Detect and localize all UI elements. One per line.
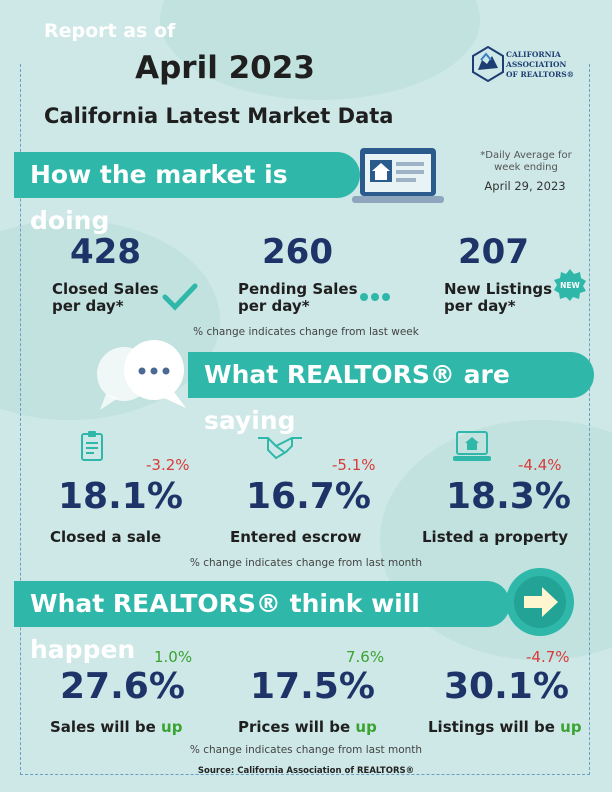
weekly-change-note: % change indicates change from last week	[193, 326, 419, 338]
monthly-change-note-1: % change indicates change from last mont…	[189, 557, 423, 569]
new-badge-icon: NEW	[554, 269, 586, 301]
handshake-icon	[258, 437, 302, 460]
prices-change: 7.6%	[346, 648, 385, 666]
daily-average-note: *Daily Average for week ending	[480, 150, 572, 173]
monthly-change-note-2: % change indicates change from last mont…	[189, 744, 423, 756]
sales-pct: 27.6%	[60, 666, 185, 707]
saying-banner: What REALTORS® are saying	[188, 352, 594, 435]
listings-pct: 30.1%	[444, 666, 569, 707]
checkmark-icon	[162, 283, 198, 311]
page-title: April 2023	[135, 50, 315, 86]
logo-text: CALIFORNIA ASSOCIATION OF REALTORS®	[506, 50, 575, 79]
new-listings-label: New Listings per day*	[444, 280, 553, 315]
laptop-house-icon	[453, 431, 491, 461]
listed-property-label: Listed a property	[422, 528, 568, 546]
pending-sales-value: 260	[262, 232, 333, 272]
svg-text:NEW: NEW	[560, 281, 580, 290]
sales-change: 1.0%	[154, 648, 193, 666]
car-logo: CALIFORNIA ASSOCIATION OF REALTORS®	[472, 45, 592, 86]
prices-label: Prices will be up	[238, 718, 377, 736]
market-banner: How the market is doing	[14, 152, 360, 235]
sales-label: Sales will be up	[50, 718, 183, 736]
listings-change: -4.7%	[526, 648, 570, 666]
closed-sales-label: Closed Sales per day*	[52, 280, 159, 315]
entered-escrow-label: Entered escrow	[230, 528, 362, 546]
source-credit: Source: California Association of REALTO…	[197, 766, 415, 776]
closed-sale-pct: 18.1%	[58, 476, 183, 517]
think-banner: What REALTORS® think will happen	[14, 581, 510, 664]
prices-pct: 17.5%	[250, 666, 375, 707]
page-subtitle: California Latest Market Data	[44, 104, 394, 128]
pending-dots-icon	[360, 286, 393, 305]
dashed-frame	[20, 64, 590, 775]
entered-escrow-change: -5.1%	[332, 456, 376, 474]
listings-label: Listings will be up	[428, 718, 582, 736]
arrow-right-icon	[506, 568, 574, 636]
week-ending-date: April 29, 2023	[484, 179, 566, 193]
listed-property-change: -4.4%	[518, 456, 562, 474]
pending-sales-label: Pending Sales per day*	[238, 280, 358, 315]
entered-escrow-pct: 16.7%	[246, 476, 371, 517]
closed-sale-change: -3.2%	[146, 456, 190, 474]
speech-bubbles-icon	[97, 340, 186, 410]
bear-logo-icon	[472, 45, 504, 83]
clipboard-icon	[81, 431, 103, 461]
laptop-listing-icon	[352, 148, 444, 203]
report-as-of-label: Report as of	[44, 20, 176, 42]
closed-sales-value: 428	[70, 232, 141, 272]
listed-property-pct: 18.3%	[446, 476, 571, 517]
closed-sale-label: Closed a sale	[50, 528, 162, 546]
new-listings-value: 207	[458, 232, 529, 272]
